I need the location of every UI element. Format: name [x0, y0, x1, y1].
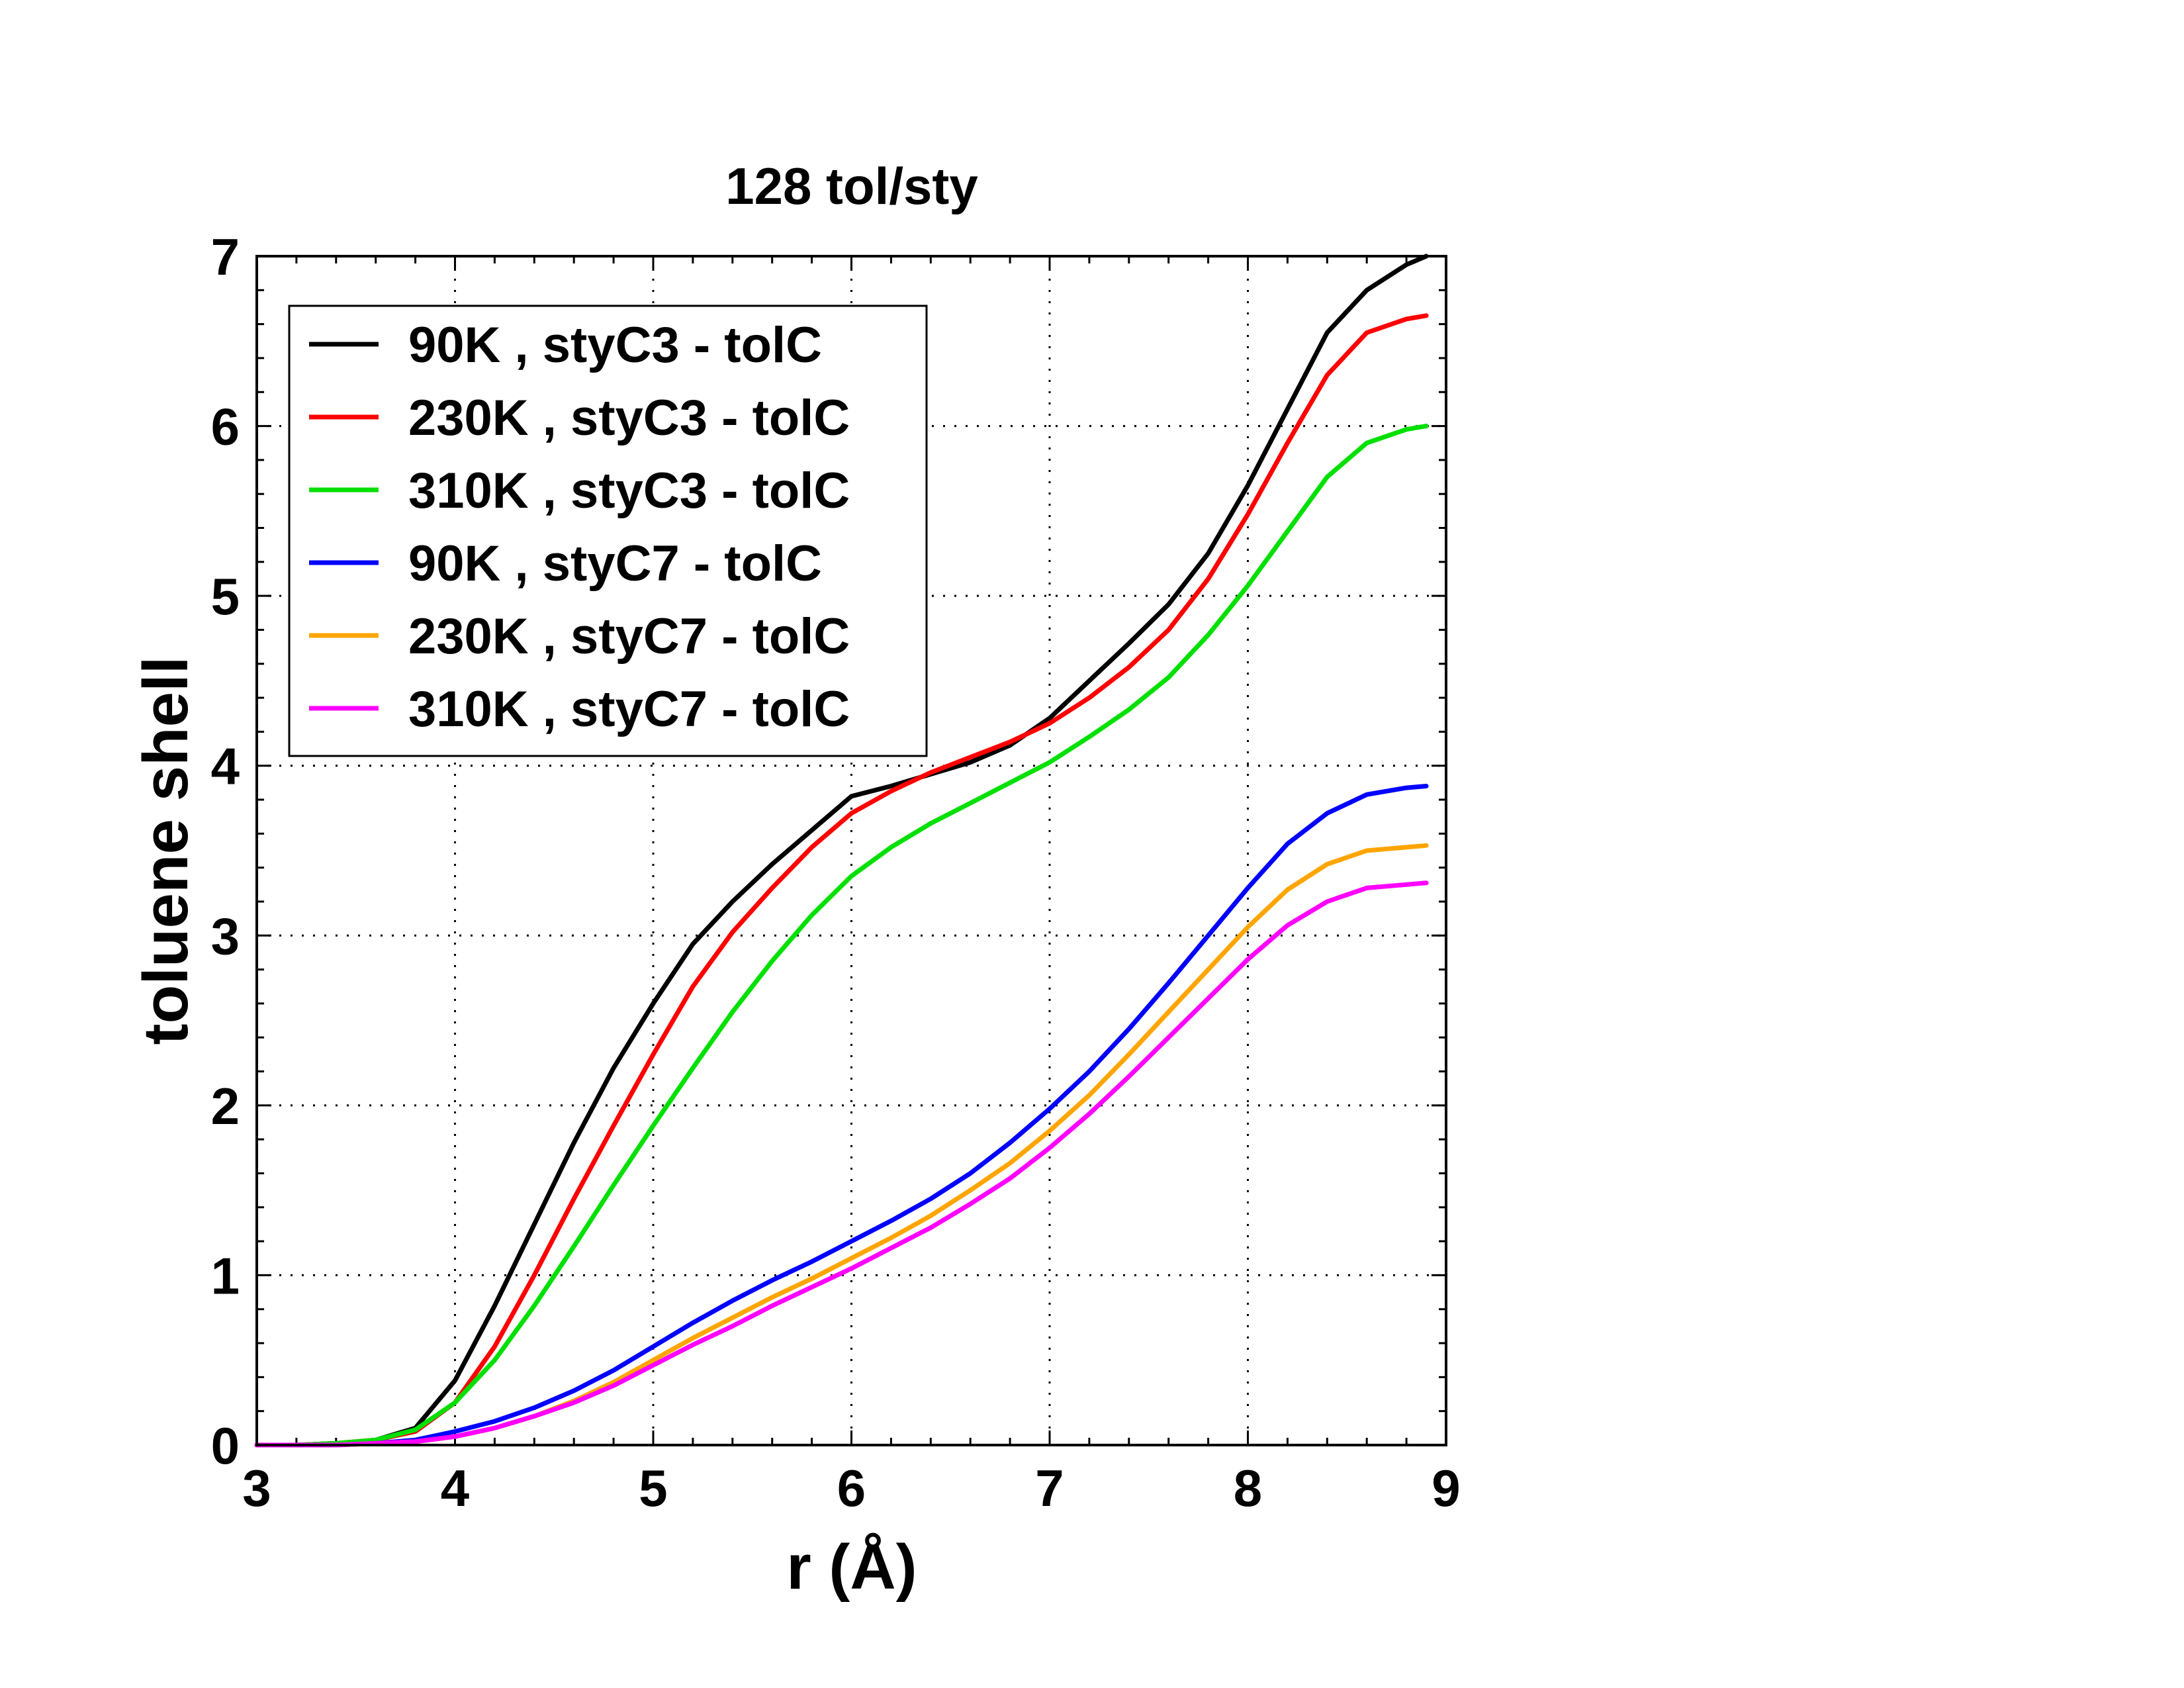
x-tick-label: 6 — [837, 1459, 866, 1517]
x-tick-label: 9 — [1432, 1459, 1460, 1517]
y-tick-label: 6 — [211, 398, 240, 456]
legend-label-2: 230K , styC3 - tolC — [408, 390, 850, 446]
series-line-3 — [254, 424, 1429, 1448]
y-axis-label: toluene shell — [130, 657, 201, 1045]
grid — [257, 256, 1446, 1445]
y-tick-label: 3 — [211, 907, 240, 965]
y-tick-label: 4 — [211, 737, 240, 796]
legend-label-6: 310K , styC7 - tolC — [408, 681, 850, 737]
series-line-5 — [254, 843, 1429, 1448]
y-tick-label: 5 — [211, 567, 240, 626]
x-tick-label: 5 — [639, 1459, 667, 1517]
series-lines — [254, 254, 1429, 1448]
tick-labels: 3 4 5 6 7 8 9 0 1 2 3 4 5 6 7 — [211, 228, 1461, 1517]
y-tick-label: 1 — [211, 1246, 240, 1305]
legend: 90K , styC3 - tolC 230K , styC3 - tolC 310… — [288, 305, 928, 757]
y-tick-label: 2 — [211, 1077, 240, 1135]
legend-box — [288, 305, 928, 757]
plot-frame — [255, 255, 1447, 1446]
legend-label-3: 310K , styC3 - tolC — [408, 463, 850, 519]
legend-label-4: 90K , styC7 - tolC — [408, 536, 822, 592]
y-tick-label: 0 — [211, 1417, 240, 1475]
x-tick-label: 7 — [1035, 1459, 1064, 1517]
series-line-1 — [254, 254, 1429, 1448]
chart-title: 128 tol/sty — [725, 157, 978, 215]
x-tick-label: 4 — [441, 1459, 469, 1517]
legend-label-5: 230K , styC7 - tolC — [408, 608, 850, 665]
series-line-6 — [254, 880, 1429, 1448]
x-axis-label: r (Å) — [786, 1532, 917, 1603]
y-tick-label: 7 — [211, 228, 240, 286]
series-line-4 — [254, 784, 1429, 1448]
legend-label-1: 90K , styC3 - tolC — [408, 317, 822, 373]
x-tick-label: 8 — [1234, 1459, 1262, 1517]
x-tick-label: 3 — [242, 1459, 271, 1517]
